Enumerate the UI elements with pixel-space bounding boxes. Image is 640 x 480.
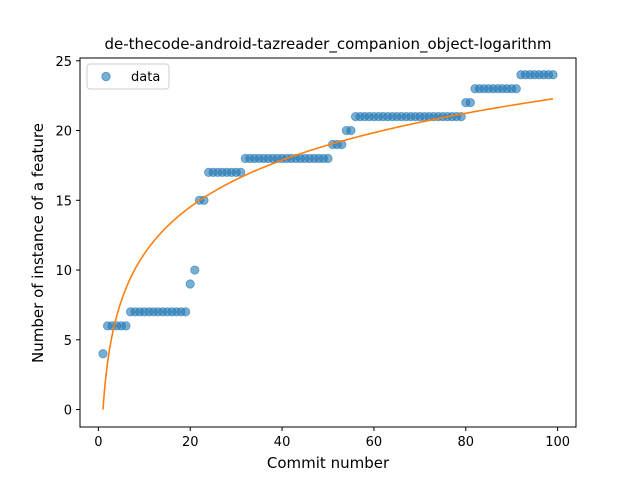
legend-box <box>86 63 170 90</box>
data-point <box>190 265 200 275</box>
x-tick-label: 0 <box>94 435 102 450</box>
data-point <box>121 321 131 331</box>
y-tick-label: 10 <box>55 264 72 279</box>
data-point <box>548 70 558 80</box>
data-point <box>181 307 191 317</box>
x-axis: 0 20 40 60 80 100 <box>94 427 570 450</box>
x-tick-label: 40 <box>274 435 291 450</box>
y-tick-label: 20 <box>55 125 72 140</box>
data-point <box>323 153 333 164</box>
y-tick-label: 5 <box>64 334 72 349</box>
data-point <box>465 98 475 108</box>
data-marks <box>98 70 558 410</box>
fit-line <box>102 98 554 410</box>
x-tick-label: 100 <box>545 435 570 450</box>
y-axis: 0 5 10 15 20 25 <box>55 55 80 419</box>
x-tick-label: 20 <box>182 435 199 450</box>
plot-area <box>79 57 577 428</box>
y-tick-label: 15 <box>55 194 72 209</box>
legend-label: data <box>131 70 160 85</box>
data-point <box>98 349 108 359</box>
data-point <box>346 125 356 136</box>
legend: data <box>86 63 170 90</box>
chart-title: de-thecode-android-tazreader_companion_o… <box>105 35 552 54</box>
data-point <box>511 84 521 94</box>
y-tick-label: 0 <box>64 404 72 419</box>
x-tick-label: 80 <box>458 435 475 450</box>
legend-marker <box>101 71 111 82</box>
x-axis-title: Commit number <box>267 454 390 472</box>
data-point <box>185 279 195 289</box>
plot-frame <box>79 57 577 428</box>
x-tick-label: 60 <box>366 435 383 450</box>
y-axis-title: Number of instance of a feature <box>29 123 47 363</box>
y-tick-label: 25 <box>55 55 72 70</box>
